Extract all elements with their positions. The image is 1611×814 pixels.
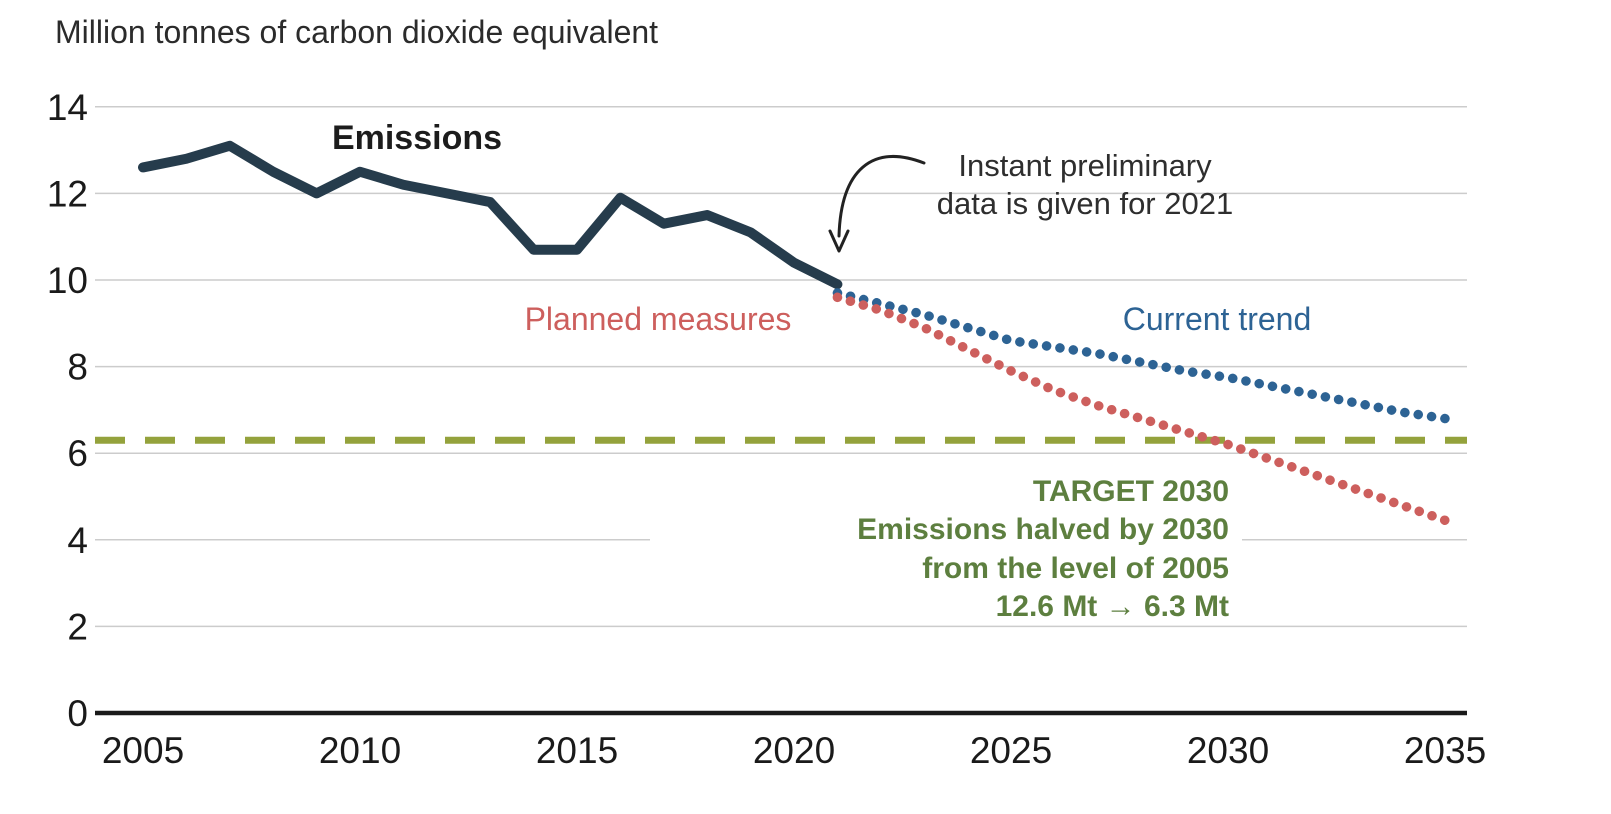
y-tick-label-2: 2 xyxy=(67,606,88,647)
target-2030-text-line-1: TARGET 2030 xyxy=(1033,475,1229,508)
chart-title: Million tonnes of carbon dioxide equival… xyxy=(55,14,658,50)
annotation-line-1: Instant preliminary xyxy=(958,148,1212,183)
y-tick-label-8: 8 xyxy=(67,347,88,388)
emissions-series-label: Emissions xyxy=(332,119,502,157)
y-tick-label-10: 10 xyxy=(47,260,88,301)
annotation-arrowhead-icon xyxy=(828,229,850,253)
y-tick-label-6: 6 xyxy=(67,433,88,474)
x-tick-label-2015: 2015 xyxy=(536,730,618,771)
x-tick-label-2030: 2030 xyxy=(1187,730,1269,771)
current-trend-dotted-line xyxy=(832,288,1450,424)
target-2030-text-line-3: from the level of 2005 xyxy=(922,552,1229,585)
x-tick-label-2035: 2035 xyxy=(1404,730,1486,771)
target-2030-text-line-2: Emissions halved by 2030 xyxy=(857,513,1229,546)
y-tick-label-12: 12 xyxy=(47,173,88,214)
x-tick-label-2010: 2010 xyxy=(319,730,401,771)
y-tick-label-4: 4 xyxy=(67,520,88,561)
planned-measures-series-label: Planned measures xyxy=(525,301,792,337)
y-tick-label-0: 0 xyxy=(67,693,88,734)
target-2030-text-line-4: 12.6 Mt → 6.3 Mt xyxy=(996,590,1229,623)
x-tick-label-2005: 2005 xyxy=(102,730,184,771)
x-tick-label-2025: 2025 xyxy=(970,730,1052,771)
emissions-line xyxy=(138,140,843,290)
x-tick-label-2020: 2020 xyxy=(753,730,835,771)
target-text-backdrop xyxy=(650,458,1242,614)
planned-measures-dotted-line xyxy=(832,292,1450,526)
current-trend-series-label: Current trend xyxy=(1123,301,1312,337)
annotation-line-2: data is given for 2021 xyxy=(937,186,1233,221)
annotation-arrow-curve xyxy=(837,155,926,238)
y-tick-label-14: 14 xyxy=(47,87,88,128)
